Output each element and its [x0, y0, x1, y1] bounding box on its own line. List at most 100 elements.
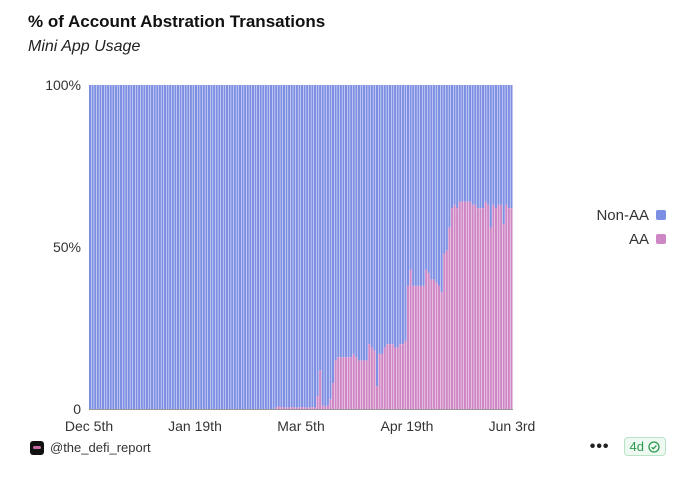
bar-aa[interactable] [326, 405, 329, 409]
bar-aa[interactable] [450, 208, 454, 409]
bar-aa[interactable] [419, 285, 423, 409]
bar-aa[interactable] [469, 201, 472, 409]
bar-non-aa[interactable] [122, 85, 125, 409]
bar-aa[interactable] [461, 201, 464, 409]
bar-non-aa[interactable] [383, 85, 386, 348]
bar-aa[interactable] [375, 386, 379, 409]
bar-aa[interactable] [500, 204, 503, 409]
bar-non-aa[interactable] [148, 85, 151, 409]
bar-non-aa[interactable] [94, 85, 97, 409]
bar-non-aa[interactable] [466, 85, 469, 202]
bar-non-aa[interactable] [479, 85, 482, 209]
bar-aa[interactable] [368, 344, 371, 409]
bar-non-aa[interactable] [391, 85, 394, 345]
bar-non-aa[interactable] [321, 85, 324, 406]
bar-aa[interactable] [396, 347, 399, 409]
legend-item-aa[interactable]: AA [596, 227, 666, 251]
bar-non-aa[interactable] [179, 85, 182, 409]
bar-non-aa[interactable] [238, 85, 242, 409]
bar-non-aa[interactable] [132, 85, 136, 409]
bar-aa[interactable] [440, 292, 443, 409]
bar-non-aa[interactable] [285, 85, 288, 408]
bar-non-aa[interactable] [438, 85, 441, 286]
bar-non-aa[interactable] [176, 85, 179, 409]
bar-non-aa[interactable] [220, 85, 223, 409]
bar-non-aa[interactable] [448, 85, 451, 228]
bar-aa[interactable] [324, 406, 327, 409]
bar-non-aa[interactable] [91, 85, 94, 409]
bar-non-aa[interactable] [259, 85, 262, 409]
bar-aa[interactable] [350, 357, 353, 409]
bar-aa[interactable] [337, 357, 340, 409]
bar-non-aa[interactable] [303, 85, 306, 408]
bar-non-aa[interactable] [223, 85, 226, 409]
bar-aa[interactable] [466, 201, 469, 409]
bar-non-aa[interactable] [492, 85, 495, 205]
bar-non-aa[interactable] [510, 85, 513, 209]
bar-non-aa[interactable] [233, 85, 236, 409]
bar-non-aa[interactable] [489, 85, 492, 228]
bar-non-aa[interactable] [210, 85, 213, 409]
bar-aa[interactable] [407, 285, 410, 409]
freshness-badge[interactable]: 4d [623, 437, 666, 456]
bar-non-aa[interactable] [301, 85, 304, 408]
bar-aa[interactable] [352, 353, 355, 409]
bar-aa[interactable] [399, 344, 402, 409]
bar-non-aa[interactable] [295, 85, 298, 408]
bar-aa[interactable] [507, 208, 510, 409]
bar-non-aa[interactable] [440, 85, 443, 293]
bar-non-aa[interactable] [298, 85, 301, 408]
bar-aa[interactable] [306, 407, 309, 409]
bar-non-aa[interactable] [370, 85, 373, 348]
bar-non-aa[interactable] [386, 85, 389, 345]
bar-non-aa[interactable] [355, 85, 358, 358]
bar-non-aa[interactable] [407, 85, 410, 286]
bar-non-aa[interactable] [360, 85, 363, 361]
bar-non-aa[interactable] [280, 85, 283, 408]
bar-aa[interactable] [435, 282, 438, 409]
bar-non-aa[interactable] [399, 85, 402, 345]
bar-non-aa[interactable] [125, 85, 128, 409]
bar-aa[interactable] [388, 344, 391, 409]
bar-aa[interactable] [417, 285, 420, 409]
bar-aa[interactable] [425, 269, 428, 409]
bar-non-aa[interactable] [114, 85, 117, 409]
bar-non-aa[interactable] [474, 85, 477, 205]
bar-non-aa[interactable] [169, 85, 172, 409]
bar-aa[interactable] [285, 407, 288, 409]
bar-non-aa[interactable] [151, 85, 154, 409]
bar-non-aa[interactable] [135, 85, 138, 409]
bar-non-aa[interactable] [484, 85, 487, 202]
bar-non-aa[interactable] [350, 85, 353, 358]
bar-non-aa[interactable] [264, 85, 267, 409]
bar-non-aa[interactable] [117, 85, 120, 409]
bar-non-aa[interactable] [342, 85, 345, 358]
bar-non-aa[interactable] [269, 85, 273, 409]
bar-non-aa[interactable] [184, 85, 187, 409]
bar-non-aa[interactable] [166, 85, 169, 409]
bar-non-aa[interactable] [290, 85, 293, 408]
bar-aa[interactable] [394, 347, 397, 409]
bar-non-aa[interactable] [244, 85, 247, 409]
bar-aa[interactable] [347, 357, 350, 409]
bar-non-aa[interactable] [430, 85, 433, 280]
bar-non-aa[interactable] [375, 85, 379, 387]
bar-non-aa[interactable] [213, 85, 216, 409]
bar-non-aa[interactable] [145, 85, 148, 409]
bar-aa[interactable] [332, 383, 335, 409]
bar-non-aa[interactable] [311, 85, 314, 408]
bar-non-aa[interactable] [262, 85, 265, 409]
bar-aa[interactable] [319, 370, 322, 409]
bar-non-aa[interactable] [207, 85, 211, 409]
bar-non-aa[interactable] [308, 85, 311, 408]
bar-non-aa[interactable] [332, 85, 335, 384]
bar-aa[interactable] [288, 407, 291, 409]
bar-non-aa[interactable] [368, 85, 371, 345]
bar-non-aa[interactable] [218, 85, 221, 409]
bar-aa[interactable] [489, 227, 492, 409]
bar-non-aa[interactable] [347, 85, 350, 358]
bar-aa[interactable] [445, 250, 448, 409]
bar-non-aa[interactable] [505, 85, 508, 205]
bar-aa[interactable] [505, 204, 508, 409]
bar-non-aa[interactable] [401, 85, 404, 345]
